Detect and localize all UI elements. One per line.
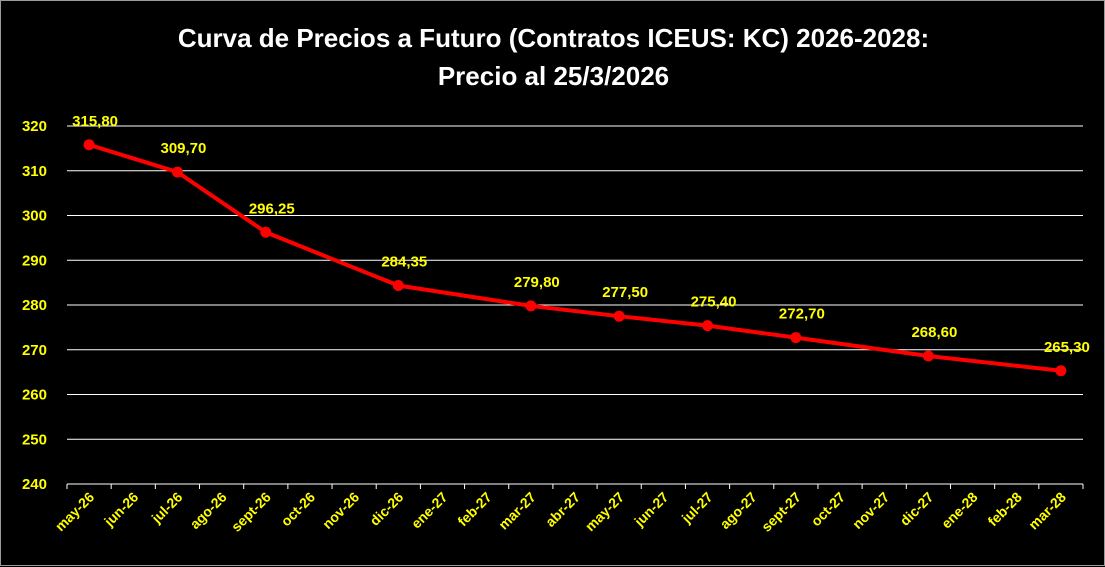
series-line bbox=[88, 142, 1062, 373]
x-tick-label: feb-28 bbox=[984, 489, 1025, 530]
x-tick-label: may-27 bbox=[582, 489, 628, 535]
chart-title: Curva de Precios a Futuro (Contratos ICE… bbox=[177, 23, 930, 53]
x-tick-label: nov-26 bbox=[319, 489, 362, 532]
x-tick-label: oct-27 bbox=[808, 489, 849, 530]
y-tick-label: 260 bbox=[22, 387, 47, 404]
data-point bbox=[392, 280, 404, 292]
grid-lines bbox=[67, 125, 1083, 440]
x-tick-label: sept-26 bbox=[228, 489, 274, 535]
x-tick-label: oct-26 bbox=[278, 489, 319, 530]
x-tick-label: feb-27 bbox=[454, 489, 495, 530]
y-tick-label: 240 bbox=[22, 476, 47, 493]
price-series bbox=[83, 139, 1067, 377]
data-point bbox=[83, 139, 95, 151]
data-point bbox=[260, 226, 272, 238]
y-tick-label: 290 bbox=[22, 252, 47, 269]
data-label: 309,70 bbox=[160, 140, 206, 157]
data-point bbox=[1055, 365, 1067, 377]
x-tick-label: jun-27 bbox=[630, 489, 671, 530]
data-label: 265,30 bbox=[1044, 339, 1090, 356]
x-tick-label: dic-26 bbox=[366, 489, 406, 529]
x-tick-label: jul-27 bbox=[678, 489, 716, 527]
x-tick-label: ene-28 bbox=[938, 489, 981, 532]
data-point bbox=[171, 166, 183, 178]
y-axis: 240 250 260 270 280 290 300 310 320 bbox=[22, 118, 47, 493]
data-label: 275,40 bbox=[691, 294, 737, 311]
x-tick-label: ago-27 bbox=[717, 489, 760, 532]
data-labels: 315,80 309,70 296,25 284,35 279,80 277,50 275,… bbox=[72, 113, 1090, 356]
x-tick-label: nov-27 bbox=[849, 489, 892, 532]
x-tick-label: jul-26 bbox=[148, 489, 186, 527]
x-tick-label: mar-27 bbox=[495, 489, 539, 533]
data-label: 268,60 bbox=[911, 324, 957, 341]
x-tick-label: sept-27 bbox=[758, 489, 804, 535]
x-tick-label: dic-27 bbox=[897, 489, 937, 529]
x-tick-label: jun-26 bbox=[100, 489, 141, 530]
y-tick-label: 310 bbox=[22, 163, 47, 180]
data-label: 272,70 bbox=[779, 306, 825, 323]
data-label: 284,35 bbox=[381, 254, 427, 271]
x-tick-label: mar-28 bbox=[1025, 489, 1069, 533]
data-point bbox=[790, 332, 802, 344]
y-tick-label: 300 bbox=[22, 208, 47, 225]
x-tick-label: may-26 bbox=[52, 489, 98, 535]
data-label: 279,80 bbox=[514, 274, 560, 291]
data-point bbox=[525, 300, 537, 312]
y-tick-label: 320 bbox=[22, 118, 47, 135]
x-tick-label: abr-27 bbox=[542, 489, 583, 530]
data-label: 277,50 bbox=[602, 284, 648, 301]
x-tick-label: ene-27 bbox=[408, 489, 451, 532]
x-tick-label: ago-26 bbox=[187, 489, 230, 532]
data-point bbox=[613, 310, 625, 322]
y-tick-label: 270 bbox=[22, 342, 47, 359]
data-point bbox=[702, 320, 714, 332]
data-label: 296,25 bbox=[249, 200, 295, 217]
y-tick-label: 250 bbox=[22, 431, 47, 448]
data-point bbox=[922, 350, 934, 362]
chart-subtitle: Precio al 25/3/2026 bbox=[437, 61, 670, 91]
data-label: 315,80 bbox=[72, 113, 118, 130]
y-tick-label: 280 bbox=[22, 297, 47, 314]
